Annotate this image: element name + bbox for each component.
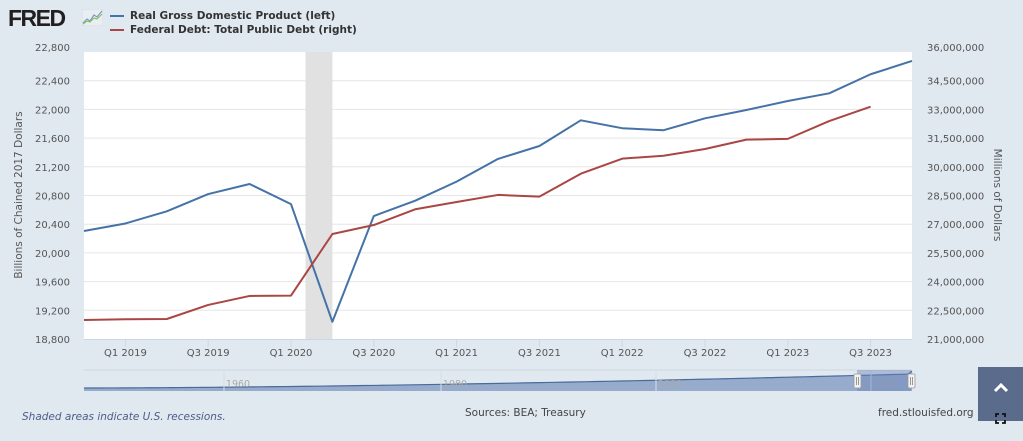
x-tick-label: Q1 2020 (270, 348, 313, 359)
x-tick-label: Q3 2023 (849, 348, 892, 359)
x-tick-label: Q3 2020 (352, 348, 395, 359)
legend-label-debt: Federal Debt: Total Public Debt (right) (130, 24, 357, 36)
navigator-area (84, 371, 912, 391)
left-tick-label: 18,800 (35, 335, 70, 346)
left-tick-label: 22,800 (35, 43, 70, 54)
right-tick-label: 21,000,000 (927, 335, 984, 346)
recession-note: Shaded areas indicate U.S. recessions. (22, 411, 226, 423)
legend-swatch-gdp (110, 15, 124, 17)
legend-label-gdp: Real Gross Domestic Product (left) (130, 10, 336, 22)
legend-swatch-debt (110, 29, 124, 31)
x-tick-label: Q1 2023 (766, 348, 809, 359)
navigator-line (83, 370, 913, 389)
legend-item-gdp[interactable]: Real Gross Domestic Product (left) (110, 9, 357, 23)
right-tick-label: 28,500,000 (927, 192, 984, 203)
navigator-label: 2000 (658, 379, 682, 390)
navigator-selection[interactable] (857, 370, 911, 391)
right-tick-label: 24,000,000 (927, 278, 984, 289)
legend-item-debt[interactable]: Federal Debt: Total Public Debt (right) (110, 23, 357, 37)
left-tick-label: 21,600 (35, 134, 70, 145)
x-tick-label: Q1 2019 (104, 348, 147, 359)
x-axis: Q1 2019 Q3 2019 Q1 2020 Q3 2020 Q1 2021 Q3 20… (84, 339, 912, 359)
right-tick-label: 31,500,000 (927, 134, 984, 145)
right-tick-label: 36,000,000 (927, 43, 984, 54)
x-tick-label: Q3 2022 (684, 348, 727, 359)
recession-shading (305, 52, 333, 339)
fred-logo[interactable]: FRED (8, 5, 66, 31)
legend: Real Gross Domestic Product (left) Feder… (110, 9, 357, 37)
right-tick-label: 22,500,000 (927, 306, 984, 317)
left-tick-label: 19,200 (35, 306, 70, 317)
left-tick-label: 21,200 (35, 163, 70, 174)
left-tick-label: 19,600 (35, 278, 70, 289)
navigator-label: 2020 (873, 379, 897, 390)
sources-text: Sources: BEA; Treasury (465, 407, 586, 419)
right-tick-label: 30,000,000 (927, 163, 984, 174)
left-tick-label: 20,000 (35, 249, 70, 260)
right-axis: 36,000,000 34,500,000 33,000,000 31,500,000… (927, 43, 984, 346)
right-tick-label: 33,000,000 (927, 105, 984, 116)
fred-url-link[interactable]: fred.stlouisfed.org (878, 407, 974, 419)
left-tick-label: 20,800 (35, 192, 70, 203)
x-tick-label: Q3 2019 (187, 348, 230, 359)
left-tick-label: 22,400 (35, 77, 70, 88)
scroll-to-top-button[interactable] (978, 367, 1023, 421)
fullscreen-icon[interactable] (995, 413, 1006, 424)
left-axis: 22,800 22,400 22,000 21,600 21,200 20,800 20,4… (35, 43, 70, 346)
right-tick-label: 25,500,000 (927, 249, 984, 260)
navigator[interactable]: 1960 1980 2000 2020 (83, 369, 916, 391)
x-tick-label: Q1 2021 (435, 348, 478, 359)
right-axis-label: Millions of Dollars (991, 149, 1003, 242)
left-axis-label: Billions of Chained 2017 Dollars (13, 111, 25, 278)
x-tick-label: Q3 2021 (518, 348, 561, 359)
left-tick-label: 20,400 (35, 220, 70, 231)
right-tick-label: 27,000,000 (927, 220, 984, 231)
gridlines (84, 80, 912, 311)
navigator-right-handle[interactable] (907, 373, 916, 389)
debt-series-line[interactable] (83, 105, 871, 322)
right-tick-label: 34,500,000 (927, 77, 984, 88)
navigator-label: 1980 (443, 379, 467, 390)
x-tick-label: Q1 2022 (601, 348, 644, 359)
fred-graph-icon (82, 9, 103, 26)
chevron-up-icon (993, 383, 1008, 393)
series-lines (83, 60, 913, 323)
navigator-left-handle[interactable] (853, 373, 862, 389)
navigator-label: 1960 (226, 379, 250, 390)
left-tick-label: 22,000 (35, 105, 70, 116)
